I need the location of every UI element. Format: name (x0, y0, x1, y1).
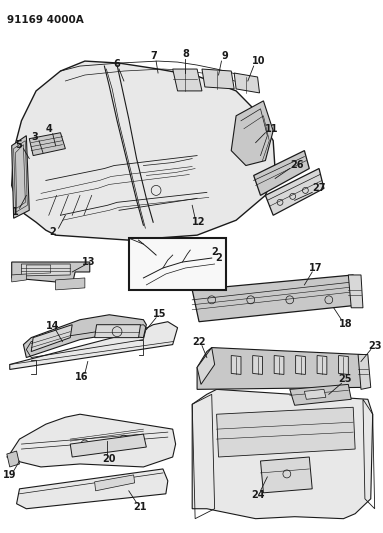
Polygon shape (217, 407, 355, 457)
Text: 91169 4000A: 91169 4000A (7, 15, 83, 25)
Text: 8: 8 (182, 49, 189, 59)
Polygon shape (304, 389, 326, 399)
Polygon shape (12, 274, 26, 282)
Polygon shape (231, 356, 241, 375)
Text: 2: 2 (211, 247, 218, 257)
Text: 13: 13 (82, 257, 95, 267)
Polygon shape (202, 69, 234, 89)
Text: 1: 1 (12, 207, 19, 217)
Text: 24: 24 (251, 490, 264, 500)
Polygon shape (339, 356, 348, 375)
Text: 9: 9 (221, 51, 228, 61)
Polygon shape (12, 61, 275, 240)
Polygon shape (192, 389, 373, 519)
Polygon shape (70, 434, 146, 457)
Polygon shape (95, 325, 141, 337)
Text: 4: 4 (46, 124, 52, 134)
Text: 10: 10 (252, 56, 265, 66)
Polygon shape (23, 315, 146, 358)
Text: 21: 21 (134, 502, 147, 512)
Polygon shape (7, 414, 176, 467)
Polygon shape (290, 384, 351, 405)
Text: 2: 2 (49, 227, 56, 237)
Text: 12: 12 (192, 217, 206, 227)
Text: 15: 15 (153, 309, 167, 319)
Polygon shape (197, 348, 368, 389)
Text: 5: 5 (15, 140, 22, 150)
Text: 20: 20 (103, 454, 116, 464)
Polygon shape (358, 354, 371, 389)
Polygon shape (348, 275, 363, 308)
Text: 23: 23 (368, 341, 381, 351)
Polygon shape (253, 356, 262, 375)
Polygon shape (231, 101, 273, 166)
Polygon shape (260, 457, 312, 493)
Polygon shape (7, 451, 20, 467)
Polygon shape (56, 278, 85, 290)
Text: 18: 18 (339, 319, 352, 329)
Polygon shape (12, 136, 29, 218)
Polygon shape (254, 151, 309, 196)
Polygon shape (95, 475, 135, 491)
Text: 6: 6 (114, 59, 120, 69)
Bar (129, 238, 226, 290)
Text: 17: 17 (309, 263, 323, 273)
Polygon shape (197, 348, 214, 384)
Polygon shape (192, 275, 361, 322)
Polygon shape (296, 356, 305, 375)
Polygon shape (234, 73, 260, 93)
Text: 2: 2 (215, 253, 222, 263)
Polygon shape (31, 325, 72, 352)
Polygon shape (173, 69, 202, 91)
Text: 25: 25 (339, 374, 352, 384)
Text: 3: 3 (32, 132, 38, 142)
Polygon shape (10, 322, 178, 369)
Text: 11: 11 (265, 124, 278, 134)
Text: 22: 22 (192, 337, 206, 346)
Polygon shape (12, 262, 90, 288)
Polygon shape (265, 168, 324, 215)
Text: 19: 19 (3, 470, 16, 480)
Text: 16: 16 (75, 373, 89, 382)
Polygon shape (274, 356, 284, 375)
Text: 14: 14 (46, 321, 59, 330)
Polygon shape (317, 356, 327, 375)
Text: 7: 7 (151, 51, 157, 61)
Text: 27: 27 (312, 183, 326, 193)
Text: 26: 26 (290, 159, 303, 169)
Polygon shape (16, 469, 168, 508)
Polygon shape (21, 264, 70, 276)
Polygon shape (29, 133, 65, 156)
